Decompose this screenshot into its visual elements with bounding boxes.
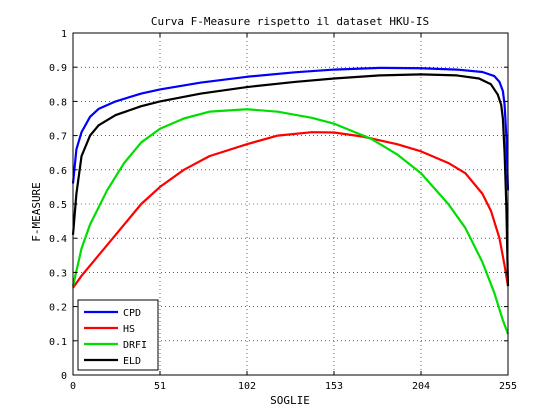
legend-label-eld: ELD	[123, 356, 141, 367]
y-axis-label: F-MEASURE	[30, 182, 43, 242]
legend: CPD HS DRFI ELD	[77, 299, 159, 371]
x-tick-label: 0	[70, 381, 76, 392]
y-tick-label: 0.8	[49, 97, 67, 108]
y-tick-label: 0.5	[49, 200, 67, 211]
legend-label-drfi: DRFI	[123, 340, 147, 351]
y-tick-label: 1	[61, 29, 67, 40]
series-line-drfi	[71, 108, 510, 335]
series-line-cpd	[71, 66, 510, 191]
chart-title: Curva F-Measure rispetto il dataset HKU-…	[151, 15, 429, 28]
y-tick-label: 0.7	[49, 132, 67, 143]
y-tick-label: 0.3	[49, 268, 67, 279]
x-tick-label: 51	[154, 381, 166, 392]
y-tick-label: 0.4	[49, 234, 67, 245]
x-tick-label: 204	[412, 381, 430, 392]
legend-label-cpd: CPD	[123, 308, 141, 319]
legend-label-hs: HS	[123, 324, 135, 335]
y-tick-label: 0.2	[49, 303, 67, 314]
series-line-hs	[72, 131, 510, 289]
y-tick-label: 0.9	[49, 63, 67, 74]
y-tick-label: 0	[61, 371, 67, 382]
y-tick-label: 0.6	[49, 166, 67, 177]
x-tick-label: 153	[325, 381, 343, 392]
y-tick-label: 0.1	[49, 337, 67, 348]
x-tick-label: 102	[238, 381, 256, 392]
x-tick-label: 255	[499, 381, 517, 392]
x-axis-label: SOGLIE	[270, 394, 310, 407]
series-line-eld	[71, 73, 510, 287]
